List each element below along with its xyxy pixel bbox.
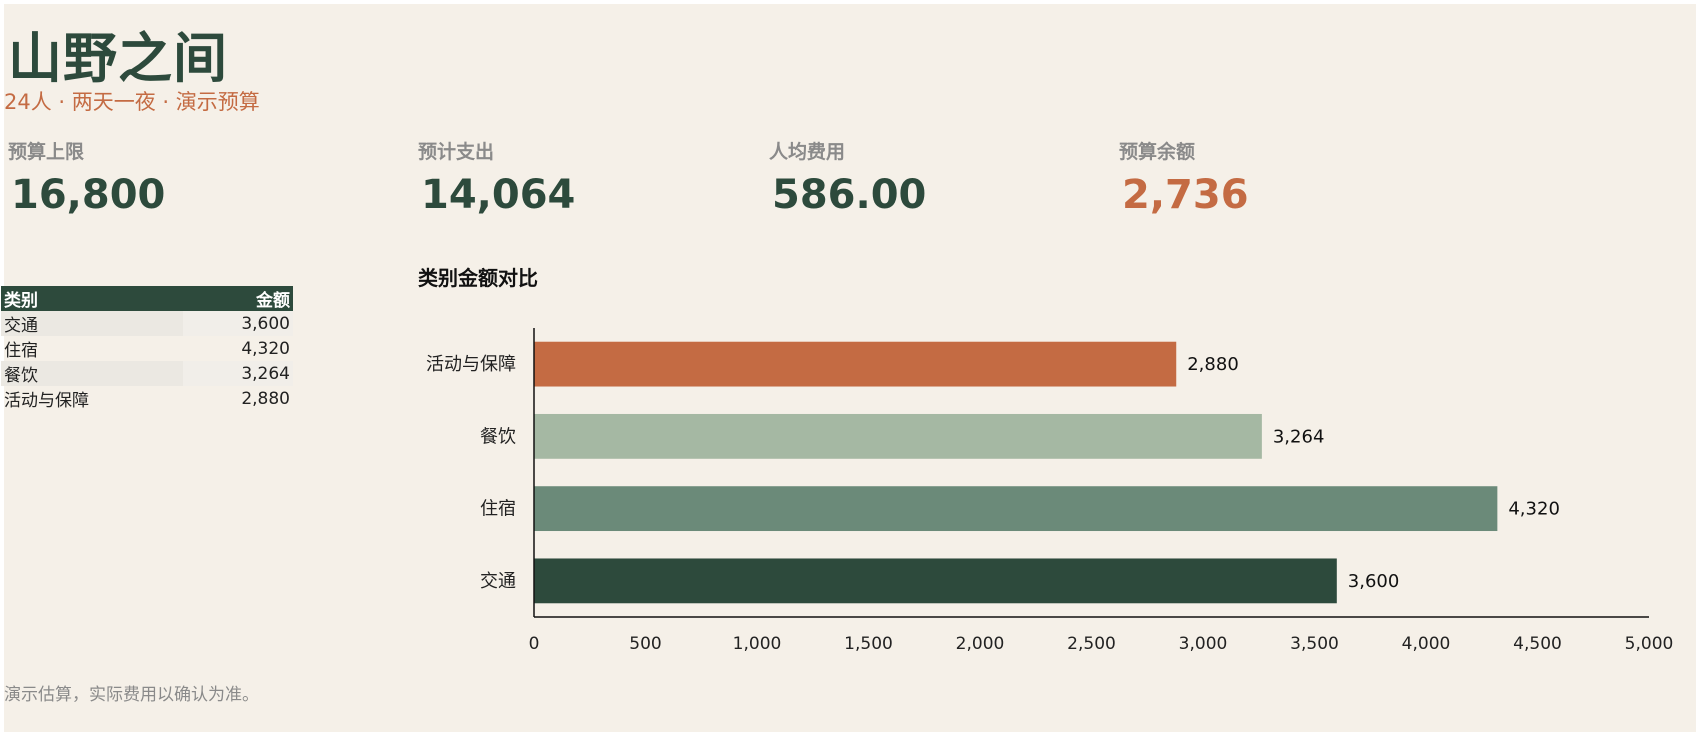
x-tick-label: 4,500 — [1513, 634, 1562, 654]
x-tick-label: 3,000 — [1179, 634, 1228, 654]
category-label: 餐饮 — [480, 426, 516, 447]
kpi-budget-limit-value: 16,800 — [11, 172, 166, 218]
x-tick-label: 2,000 — [956, 634, 1005, 654]
x-tick-label: 0 — [529, 634, 540, 654]
table-header-row: 类别 金额 — [1, 286, 293, 311]
page-title: 山野之间 — [8, 27, 228, 90]
x-tick-label: 2,500 — [1067, 634, 1116, 654]
table-row: 交通 3,600 — [1, 311, 293, 336]
x-tick-label: 1,500 — [844, 634, 893, 654]
data-label: 2,880 — [1187, 354, 1239, 375]
data-label: 4,320 — [1508, 499, 1560, 520]
table-header-amount: 金额 — [183, 286, 293, 311]
table-row: 餐饮 3,264 — [1, 361, 293, 386]
category-label: 交通 — [480, 571, 516, 592]
bar — [534, 558, 1337, 604]
table-row: 活动与保障 2,880 — [1, 386, 293, 412]
category-label: 住宿 — [480, 499, 516, 520]
table-cell-amount: 3,264 — [183, 361, 293, 386]
x-tick-label: 5,000 — [1625, 634, 1674, 654]
kpi-per-person-value: 586.00 — [772, 172, 927, 218]
kpi-expected-spend-label: 预计支出 — [418, 141, 495, 163]
table-header-category: 类别 — [1, 286, 184, 311]
kpi-per-person-label: 人均费用 — [769, 141, 846, 163]
table-cell-amount: 2,880 — [241, 388, 290, 409]
kpi-remaining-value: 2,736 — [1122, 172, 1249, 218]
category-label: 活动与保障 — [426, 354, 516, 375]
category-amount-table: 类别 金额 交通 3,600 住宿 4,320 餐饮 3,264 活动与保障 2… — [1, 286, 293, 411]
x-tick-label: 500 — [629, 634, 661, 654]
x-tick-label: 3,500 — [1290, 634, 1339, 654]
x-tick-label: 1,000 — [733, 634, 782, 654]
table-cell-category: 活动与保障 — [4, 391, 89, 411]
table-row: 住宿 4,320 — [1, 336, 293, 362]
bar — [534, 486, 1498, 532]
kpi-remaining-label: 预算余额 — [1119, 141, 1196, 163]
x-tick-label: 4,000 — [1402, 634, 1451, 654]
kpi-expected-spend-value: 14,064 — [421, 172, 576, 218]
table-cell-amount: 4,320 — [241, 338, 290, 359]
bar — [534, 413, 1262, 459]
data-label: 3,600 — [1348, 571, 1400, 592]
bar — [534, 341, 1177, 387]
chart-title: 类别金额对比 — [418, 266, 538, 290]
table-cell-category: 餐饮 — [1, 361, 184, 386]
table-cell-category: 交通 — [1, 311, 184, 336]
footnote: 演示估算，实际费用以确认为准。 — [4, 685, 259, 705]
data-label: 3,264 — [1273, 426, 1325, 447]
table-cell-amount: 3,600 — [183, 311, 293, 336]
table-cell-category: 住宿 — [4, 341, 38, 361]
kpi-budget-limit-label: 预算上限 — [8, 141, 85, 163]
page-subtitle: 24人 · 两天一夜 · 演示预算 — [4, 90, 260, 114]
